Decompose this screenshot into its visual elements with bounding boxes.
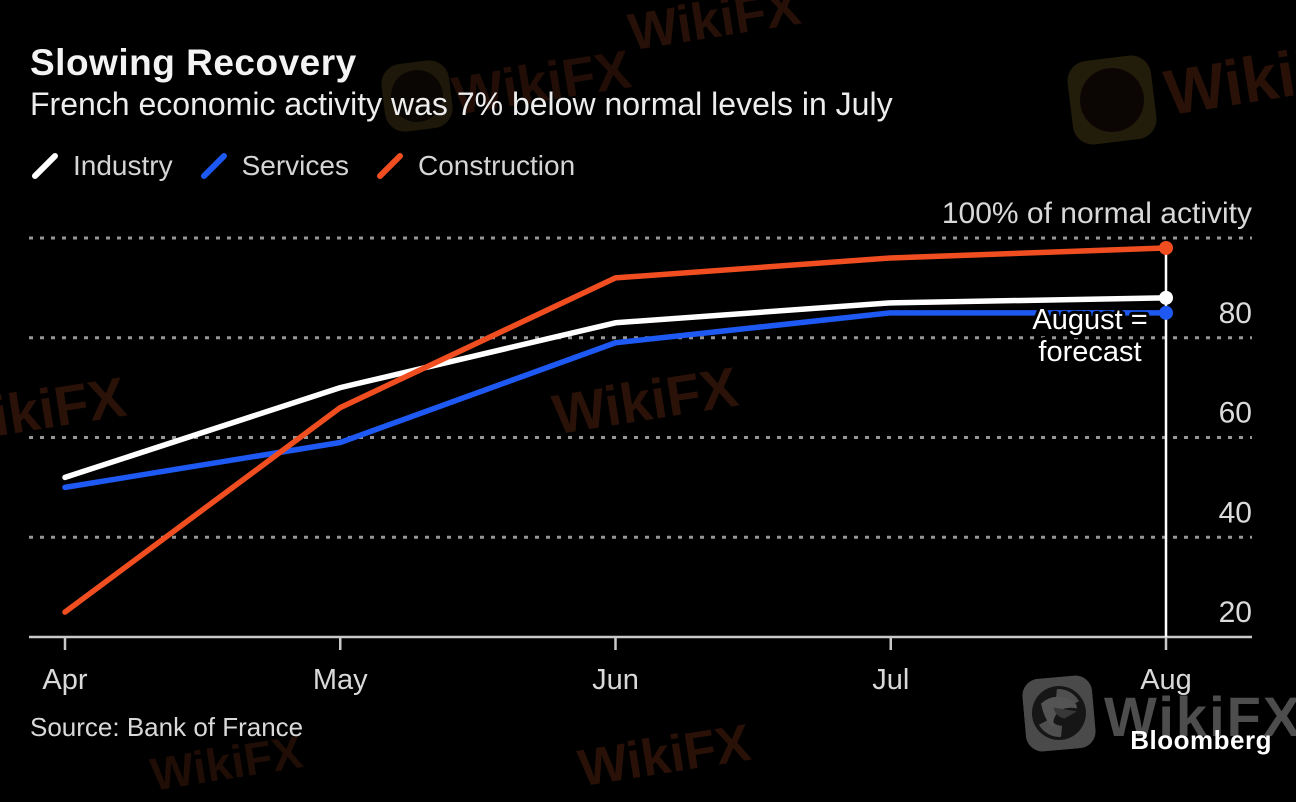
forecast-annotation: forecast xyxy=(1038,336,1141,368)
series-line-services xyxy=(62,310,1169,491)
legend-label: Construction xyxy=(417,150,576,181)
line-swatch-icon xyxy=(32,153,58,179)
xtick-label-Jun: Jun xyxy=(592,664,639,696)
forecast-annotation: August = xyxy=(1032,304,1147,336)
wikifx-watermark-main-text: WikiFX xyxy=(1104,685,1296,748)
ytick-label-60: 60 xyxy=(1219,397,1252,430)
chart-subtitle: French economic activity was 7% below no… xyxy=(30,86,893,122)
end-dot-services xyxy=(1159,305,1173,320)
plot-area: 100% of normal activity 20 40 60 80 Apr May Jun… xyxy=(29,197,1252,696)
wikifx-eagle-icon xyxy=(1022,675,1096,752)
end-dot-construction xyxy=(1159,240,1173,255)
source-note: Source: Bank of France xyxy=(30,712,304,742)
legend-item-industry: Industry xyxy=(30,150,173,182)
legend-label: Services xyxy=(241,150,349,181)
legend: Industry Services Construction xyxy=(30,150,575,182)
series-line-construction xyxy=(62,245,1169,615)
wikifx-logo xyxy=(1021,674,1097,753)
ytick-label-80: 80 xyxy=(1219,297,1252,330)
ytick-label-20: 20 xyxy=(1219,596,1252,629)
line-swatch-icon xyxy=(376,153,403,179)
end-dot-industry xyxy=(1159,290,1173,305)
bloomberg-logo: Bloomberg xyxy=(1130,725,1272,755)
xtick-label-Apr: Apr xyxy=(42,664,87,696)
ytick-top-label: 100% of normal activity xyxy=(942,197,1252,230)
series-line-industry xyxy=(62,295,1169,481)
xtick-label-Aug: Aug xyxy=(1140,664,1192,696)
ytick-label-40: 40 xyxy=(1219,496,1252,529)
legend-item-construction: Construction xyxy=(375,150,575,182)
legend-item-services: Services xyxy=(199,150,349,182)
chart-title: Slowing Recovery xyxy=(30,42,357,83)
line-swatch-icon xyxy=(200,153,227,179)
legend-label: Industry xyxy=(73,150,173,181)
xtick-label-May: May xyxy=(313,664,368,696)
xtick-label-Jul: Jul xyxy=(872,664,909,696)
